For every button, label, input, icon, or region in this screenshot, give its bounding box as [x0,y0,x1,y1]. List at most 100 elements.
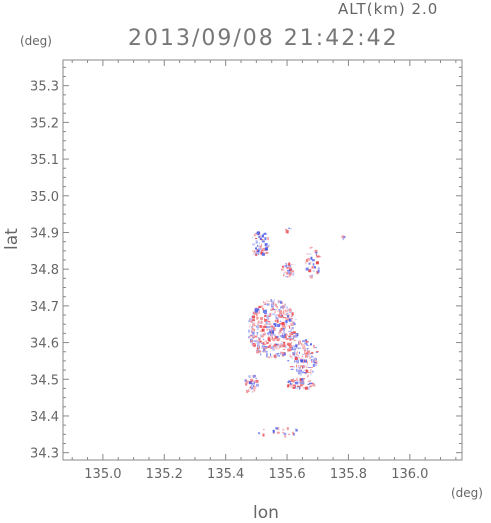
echo-pixel [258,345,259,349]
echo-pixel [342,237,344,241]
echo-pixel [270,329,272,332]
echo-pixel [250,320,253,323]
y-tick-label: 34.9 [30,226,59,241]
echo-pixel [287,317,291,319]
echo-pixel [263,250,265,254]
echo-pixel [266,328,270,330]
y-unit-label: (deg) [20,34,52,48]
echo-pixel [250,378,254,382]
x-tick-label: 135.6 [268,467,305,482]
echo-pixel [250,386,251,389]
echo-pixel [301,372,304,374]
echo-pixel [289,381,291,385]
echo-pixel [259,245,262,248]
echo-pixel [282,342,284,344]
echo-pixel [290,328,293,332]
echo-pixel [252,333,255,336]
echo-pixel [256,249,258,252]
echo-pixel [261,248,264,251]
echo-pixel [293,339,297,341]
echo-pixel [294,334,297,335]
echo-pixel [264,237,267,241]
echo-pixel [289,354,291,357]
echo-pixel [251,326,253,328]
echo-pixel [258,343,260,347]
echo-pixel [285,320,288,323]
echo-pixel [297,343,299,346]
echo-pixel [289,345,292,348]
echo-pixel [297,347,299,349]
echo-pixel [264,344,267,345]
echo-pixel [286,267,289,270]
echo-pixel [307,257,310,261]
echo-pixel [287,270,290,272]
echo-pixel [284,304,286,308]
echo-pixel [303,387,307,389]
echo-pixel [271,300,275,304]
echo-pixel [256,249,260,253]
echo-pixel [305,356,309,358]
echo-pixel [308,269,312,273]
echo-pixel [307,367,311,368]
echo-pixel [301,378,304,381]
echo-pixel [299,387,301,390]
echo-pixel [249,324,251,328]
echo-pixel [287,325,291,327]
echo-pixel [279,330,281,332]
echo-pixel [264,247,268,251]
echo-pixel [253,311,257,315]
echo-pixel [285,275,289,277]
echo-pixel [302,365,304,369]
echo-pixel [300,359,304,363]
echo-pixel [280,327,283,331]
echo-pixel [312,370,314,373]
echo-pixel [253,329,255,332]
echo-pixel [314,347,317,349]
echo-pixel [255,238,258,239]
echo-pixel [284,265,287,267]
echo-pixel [309,275,313,279]
echo-pixel [272,349,276,351]
echo-pixel [290,383,293,385]
echo-pixel [289,325,290,329]
echo-pixel [268,332,271,334]
echo-pixel [272,331,274,335]
echo-pixel [258,338,261,341]
echo-pixel [291,383,293,386]
x-axis-label: lon [253,503,279,523]
echo-pixel [299,366,301,368]
echo-pixel [252,374,256,378]
echo-pixel [292,381,294,383]
echo-pixel [295,378,298,381]
echo-pixel [283,337,285,340]
echo-pixel [261,252,265,256]
echo-pixel [287,276,289,278]
echo-pixel [283,329,286,333]
echo-pixel [252,243,256,246]
echo-pixel [259,242,260,244]
echo-pixel [298,340,301,343]
echo-pixel [272,345,276,347]
echo-pixel [288,331,290,333]
echo-pixel [305,267,309,271]
echo-pixel [273,354,277,358]
echo-pixel [268,333,272,335]
echo-pixel [284,309,286,311]
echo-pixel [270,309,273,311]
echo-pixel [296,352,298,356]
echo-pixel [299,385,301,389]
echo-pixel [253,381,255,384]
echo-pixel [286,427,289,431]
echo-pixel [267,334,269,336]
echo-pixel [288,336,291,337]
echo-pixel [291,357,293,359]
echo-pixel [275,335,279,338]
echo-pixel [254,252,257,255]
echo-pixel [266,300,268,302]
echo-pixel [281,321,285,325]
echo-pixel [315,352,318,353]
echo-pixel [316,254,317,256]
echo-pixel [285,264,288,268]
echo-pixel [277,314,280,317]
y-tick-label: 34.8 [30,263,59,278]
